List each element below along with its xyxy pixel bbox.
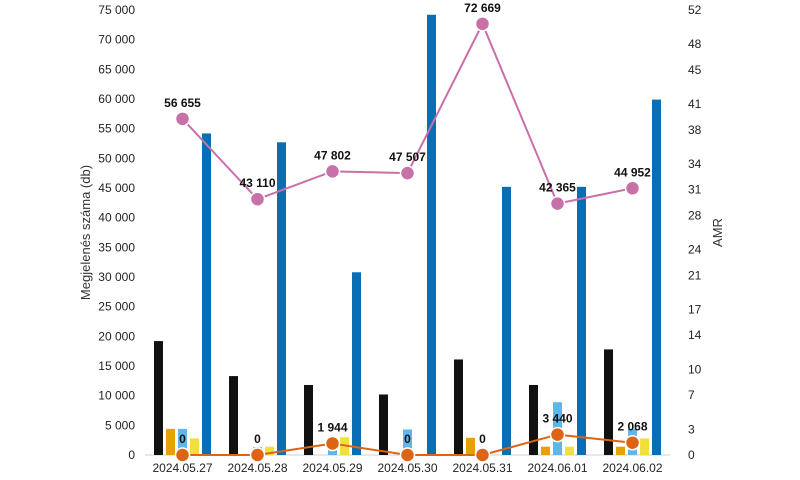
y2-tick-label: 3 [688,422,695,436]
y-tick-label: 70 000 [98,33,135,47]
bar-series4-7 [640,438,649,455]
bar-series5-5 [502,186,511,455]
line-series1-point-5 [474,16,491,32]
data-label: 72 669 [464,1,501,15]
line-series1-point-3 [324,163,341,180]
y2-tick-label: 45 [688,63,702,77]
y-tick-label: 55 000 [98,122,135,136]
bar-series2-5 [466,437,475,455]
data-label: 42 365 [539,181,576,195]
y2-tick-label: 7 [688,388,695,402]
bar-series5-3 [352,272,361,455]
y2-tick-label: 10 [688,362,702,376]
data-label: 2 068 [617,420,647,434]
data-label: 3 440 [542,412,572,426]
data-label: 47 507 [389,150,426,164]
bar-series5-7 [652,99,661,456]
y-tick-label: 40 000 [98,211,135,225]
bar-series5-6 [577,186,586,455]
bar-series1-1 [154,341,163,455]
y-tick-label: 15 000 [98,359,135,373]
x-tick-label: 2024.05.30 [377,461,437,475]
y2-tick-label: 31 [688,183,702,197]
bar-series4-6 [565,446,574,455]
y2-tick-label: 34 [688,157,702,171]
y-axis-title: Megjelenés száma (db) [78,165,93,300]
line-series2-point-7 [624,434,641,451]
data-label: 43 110 [239,176,275,190]
bar-series4-2 [265,446,274,455]
y2-tick-label: 41 [688,97,702,111]
line-series2-point-2 [249,447,266,463]
bar-series2-7 [616,446,625,455]
bar-series2-6 [541,446,550,455]
bar-series3-1 [178,428,187,455]
data-label: 0 [479,432,486,446]
y-tick-label: 25 000 [98,300,135,314]
data-label: 1 944 [317,420,347,434]
line-series2-point-3 [324,435,341,452]
y2-tick-label: 0 [688,448,695,462]
line-series1-point-7 [624,180,641,197]
y-tick-label: 10 000 [98,389,135,403]
x-tick-label: 2024.05.29 [302,461,362,475]
x-tick-label: 2024.05.28 [227,461,287,475]
y2-tick-label: 14 [688,328,702,342]
bar-series5-4 [427,14,436,455]
data-label: 0 [179,432,186,446]
line-series2-point-4 [399,447,416,463]
data-label: 56 655 [164,96,201,110]
data-label: 0 [254,432,261,446]
bar-series1-7 [604,349,613,455]
x-tick-label: 2024.06.02 [602,461,662,475]
bar-series4-1 [190,438,199,455]
line-series1-point-4 [399,165,416,181]
bar-series1-6 [529,384,538,455]
y-tick-label: 35 000 [98,240,135,254]
bar-series1-5 [454,359,463,455]
line-series2-point-6 [549,426,566,443]
y-tick-label: 20 000 [98,329,135,343]
data-label: 0 [404,432,411,446]
bar-series1-3 [304,384,313,455]
y-tick-label: 75 000 [98,3,135,17]
bar-series3-4 [403,429,412,455]
line-series1-point-2 [249,191,266,207]
y2-tick-label: 21 [688,268,702,282]
y-tick-label: 60 000 [98,92,135,106]
y2-tick-label: 17 [688,303,702,317]
x-tick-label: 2024.06.01 [527,461,587,475]
bar-series1-4 [379,394,388,455]
y-tick-label: 0 [128,448,135,462]
y-tick-label: 5 000 [105,418,135,432]
y-tick-label: 45 000 [98,181,135,195]
y-tick-label: 65 000 [98,62,135,76]
bar-series5-2 [277,142,286,455]
bar-series3-3 [328,448,337,455]
y-tick-label: 50 000 [98,151,135,165]
data-label: 47 802 [314,148,351,162]
x-tick-label: 2024.05.27 [152,461,212,475]
data-label: 44 952 [614,165,651,179]
y2-tick-label: 38 [688,123,702,137]
bar-series5-1 [202,133,211,455]
line-series1-point-1 [174,111,191,127]
x-tick-label: 2024.05.31 [452,461,512,475]
line-series1-point-6 [549,195,566,212]
bar-series2-1 [166,428,175,455]
y-tick-label: 30 000 [98,270,135,284]
bar-series1-2 [229,376,238,455]
y2-tick-label: 48 [688,37,702,51]
y2-tick-label: 52 [688,3,702,17]
y2-tick-label: 24 [688,243,702,257]
y2-axis-title: AMR [710,218,725,247]
y2-tick-label: 28 [688,208,702,222]
line-series2-point-5 [474,447,491,463]
line-series2-point-1 [174,447,191,463]
